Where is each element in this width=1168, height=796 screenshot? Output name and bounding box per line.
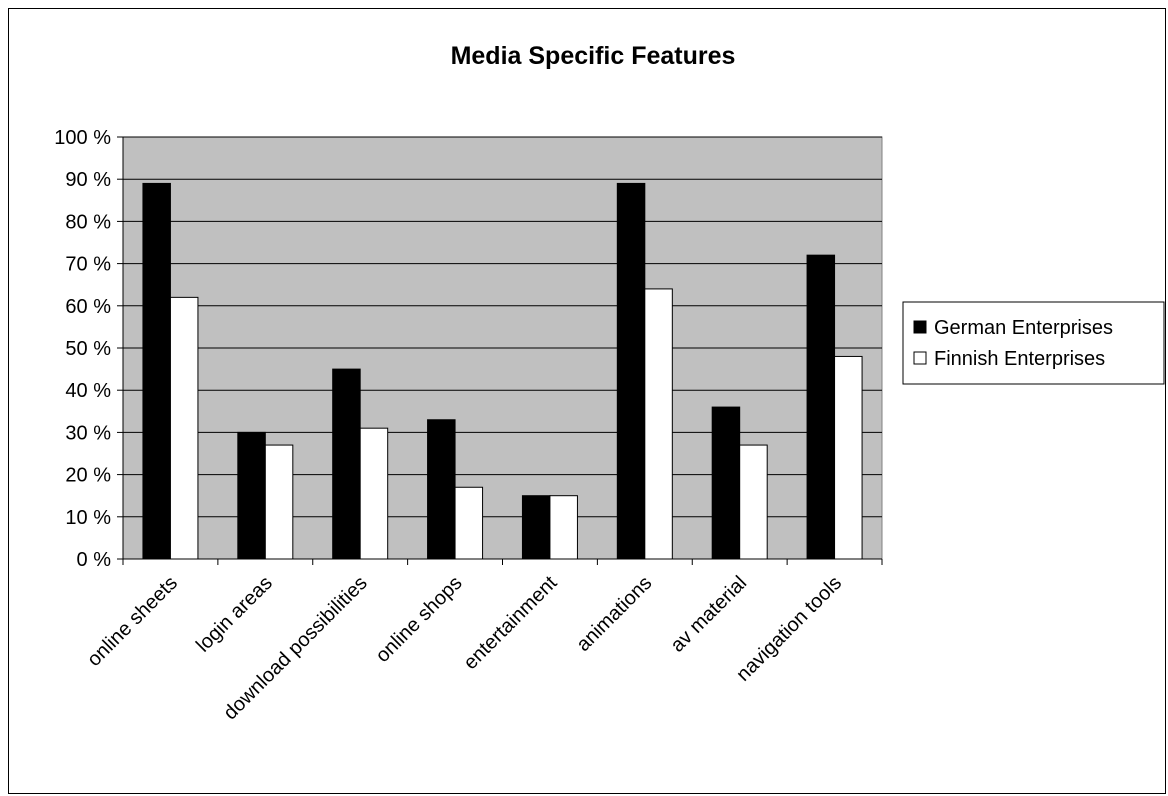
y-tick-label: 30 % — [65, 422, 111, 444]
chart-title: Media Specific Features — [451, 42, 736, 70]
y-tick-label: 80 % — [65, 211, 111, 233]
y-tick-label: 100 % — [54, 127, 111, 149]
bar-german — [806, 254, 836, 560]
bar-german — [616, 182, 646, 560]
bar-german — [427, 419, 456, 560]
y-tick-label: 50 % — [65, 338, 111, 360]
y-tick-label: 10 % — [65, 507, 111, 529]
legend-swatch — [913, 351, 927, 365]
x-tick-label: av material — [667, 572, 752, 657]
y-tick-label: 60 % — [65, 296, 111, 318]
bar-finnish — [834, 355, 863, 560]
legend-label: German Enterprises — [934, 317, 1113, 339]
y-tick-label: 0 % — [77, 549, 112, 571]
x-tick-label: login areas — [192, 572, 277, 657]
bar-german — [521, 495, 551, 560]
legend-box — [902, 301, 1165, 385]
bar-german — [237, 431, 266, 560]
bar-german — [711, 406, 741, 560]
x-tick-label: animations — [572, 572, 656, 656]
bar-finnish — [644, 288, 673, 560]
bar-finnish — [549, 495, 578, 560]
y-tick-label: 20 % — [65, 465, 111, 487]
bar-german — [332, 368, 361, 560]
bar-german — [142, 182, 171, 560]
bar-finnish — [739, 444, 768, 560]
y-tick-label: 40 % — [65, 380, 111, 402]
legend-swatch — [913, 320, 927, 334]
x-tick-label: online shops — [372, 572, 467, 667]
y-tick-label: 70 % — [65, 254, 111, 276]
bar-finnish — [169, 296, 199, 560]
x-tick-label: entertainment — [459, 572, 561, 674]
bar-finnish — [454, 486, 484, 560]
y-tick-label: 90 % — [65, 169, 111, 191]
plot-area: 0 % 10 % 20 % 30 % 40 % 50 % 60 % 70 % 80 % 90 % 1… — [54, 127, 883, 724]
bar-finnish — [264, 444, 294, 560]
x-tick-label: online sheets — [83, 572, 182, 671]
legend-label: Finnish Enterprises — [934, 348, 1105, 370]
bar-finnish — [359, 427, 389, 560]
legend: German Enterprises Finnish Enterprises — [902, 301, 1165, 385]
